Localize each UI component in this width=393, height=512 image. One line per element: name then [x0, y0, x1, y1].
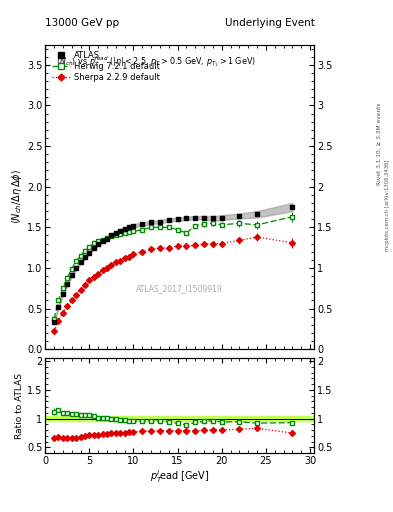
Text: Underlying Event: Underlying Event — [224, 18, 314, 28]
Bar — [45, 416, 314, 421]
X-axis label: $p_T^{l}\!$ead [GeV]: $p_T^{l}\!$ead [GeV] — [150, 468, 209, 485]
Y-axis label: Ratio to ATLAS: Ratio to ATLAS — [15, 373, 24, 439]
Text: Rivet 3.1.10, ≥ 3.3M events: Rivet 3.1.10, ≥ 3.3M events — [377, 102, 382, 185]
Y-axis label: $\langle N_{ch} / \Delta\eta\,\Delta\phi \rangle$: $\langle N_{ch} / \Delta\eta\,\Delta\phi… — [10, 169, 24, 224]
Legend: ATLAS, Herwig 7.2.1 default, Sherpa 2.2.9 default: ATLAS, Herwig 7.2.1 default, Sherpa 2.2.… — [50, 49, 162, 85]
Text: mcplots.cern.ch [arXiv:1306.3436]: mcplots.cern.ch [arXiv:1306.3436] — [385, 159, 389, 250]
Text: $\langle N_{ch}\rangle$ vs $p_T^{lead}$ ($|\eta| < 2.5$, $p_T > 0.5$ GeV, $p_{T_: $\langle N_{ch}\rangle$ vs $p_T^{lead}$ … — [56, 54, 256, 69]
Text: ATLAS_2017_I1509919: ATLAS_2017_I1509919 — [136, 284, 223, 293]
Text: 13000 GeV pp: 13000 GeV pp — [45, 18, 119, 28]
